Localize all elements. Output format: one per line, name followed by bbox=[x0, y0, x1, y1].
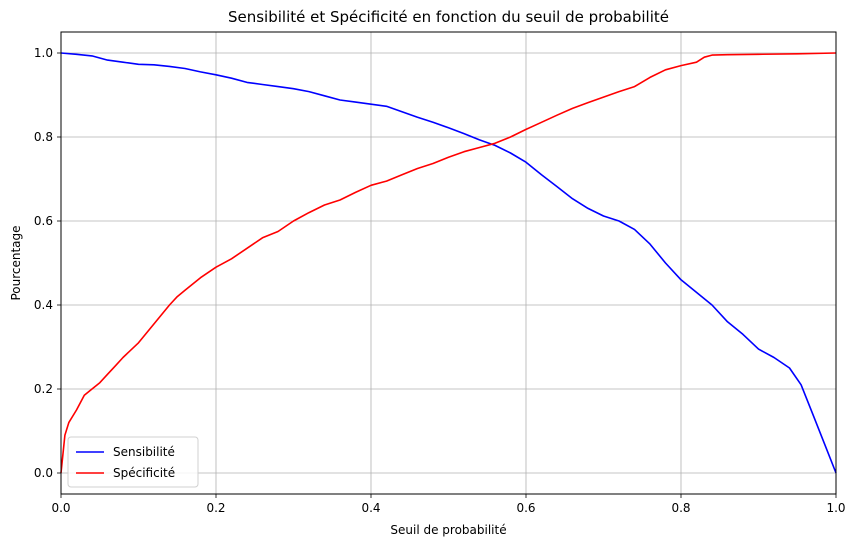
x-tick-label: 1.0 bbox=[826, 501, 845, 515]
x-tick-label: 0.2 bbox=[206, 501, 225, 515]
chart-title: Sensibilité et Spécificité en fonction d… bbox=[228, 8, 669, 26]
legend-label-specificite: Spécificité bbox=[113, 466, 175, 480]
grid bbox=[60, 32, 837, 494]
y-tick-label: 0.2 bbox=[34, 382, 53, 396]
series-lines bbox=[60, 52, 837, 474]
series-line-0 bbox=[60, 52, 837, 474]
legend-box bbox=[67, 436, 199, 488]
y-tick-label: 1.0 bbox=[34, 46, 53, 60]
x-axis-ticks: 0.0 0.2 0.4 0.6 0.8 1.0 bbox=[51, 494, 846, 515]
y-tick-label: 0.6 bbox=[34, 214, 53, 228]
y-tick-label: 0.4 bbox=[34, 298, 53, 312]
legend-label-sensibilite: Sensibilité bbox=[113, 445, 175, 459]
y-axis-ticks: 0.0 0.2 0.4 0.6 0.8 1.0 bbox=[34, 46, 61, 480]
plot-frame bbox=[60, 31, 837, 495]
y-tick-label: 0.8 bbox=[34, 130, 53, 144]
x-tick-label: 0.0 bbox=[51, 501, 70, 515]
legend: Sensibilité Spécificité bbox=[67, 436, 199, 488]
x-axis-label: Seuil de probabilité bbox=[390, 523, 506, 537]
x-tick-label: 0.8 bbox=[671, 501, 690, 515]
series-line-1 bbox=[60, 52, 837, 474]
y-axis-label: Pourcentage bbox=[9, 225, 23, 300]
y-tick-label: 0.0 bbox=[34, 466, 53, 480]
x-tick-label: 0.6 bbox=[516, 501, 535, 515]
x-tick-label: 0.4 bbox=[361, 501, 380, 515]
